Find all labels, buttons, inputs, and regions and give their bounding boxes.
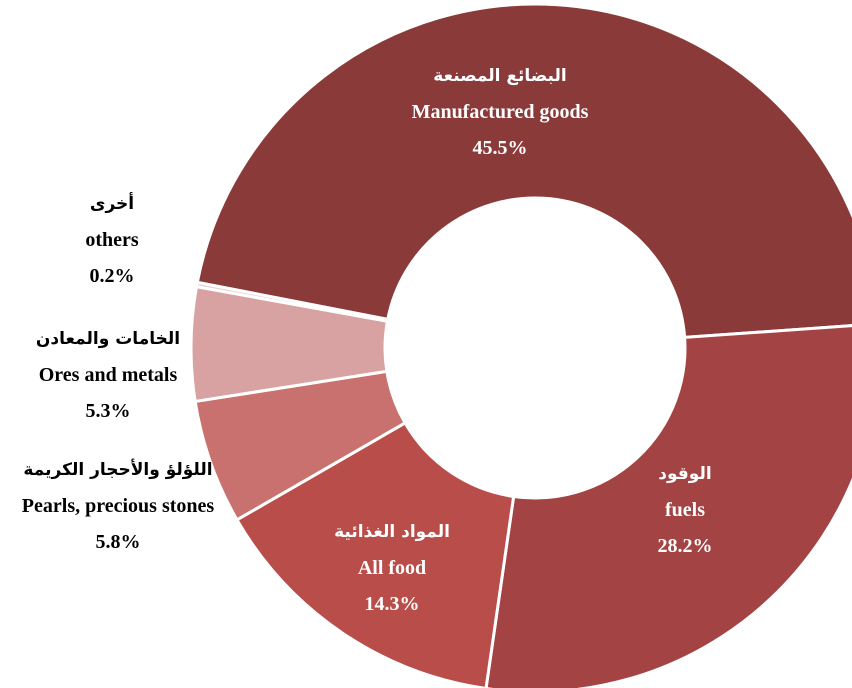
label-value: 5.3% xyxy=(85,400,131,422)
label-english: Ores and metals xyxy=(38,364,178,386)
donut-segment xyxy=(195,2,852,340)
label-arabic: أخرى xyxy=(89,194,135,214)
label-value: 28.2% xyxy=(657,535,713,557)
label-value: 14.3% xyxy=(364,593,420,615)
label-arabic: الخامات والمعادن xyxy=(35,329,181,349)
segment-label: البضائع المصنعة Manufactured goods 45.5% xyxy=(412,58,589,166)
segment-label: أخرى others 0.2% xyxy=(85,186,138,294)
label-arabic: المواد الغذائية xyxy=(334,522,450,542)
donut-segment xyxy=(234,420,516,688)
label-english: others xyxy=(85,229,139,251)
segment-label: اللؤلؤ والأحجار الكريمة Pearls, precious … xyxy=(16,452,221,560)
label-line: Pearls, precious stones 5.8% xyxy=(16,488,221,560)
label-arabic: اللؤلؤ والأحجار الكريمة xyxy=(23,460,213,480)
label-english: Manufactured goods xyxy=(411,101,589,123)
label-value: 5.8% xyxy=(95,531,141,553)
segment-label: الوقود fuels 28.2% xyxy=(658,456,713,564)
label-arabic: الوقود xyxy=(658,464,712,484)
segment-label: الخامات والمعادن Ores and metals 5.3% xyxy=(36,321,180,429)
label-arabic: البضائع المصنعة xyxy=(433,66,567,86)
donut-segment xyxy=(194,280,390,323)
label-value: 45.5% xyxy=(472,137,528,159)
label-english: Pearls, precious stones xyxy=(21,495,215,517)
label-english: All food xyxy=(357,557,427,579)
label-english: fuels xyxy=(665,499,705,521)
label-value: 0.2% xyxy=(89,265,135,287)
donut-segment xyxy=(484,324,852,688)
segment-label: المواد الغذائية All food 14.3% xyxy=(334,514,450,622)
